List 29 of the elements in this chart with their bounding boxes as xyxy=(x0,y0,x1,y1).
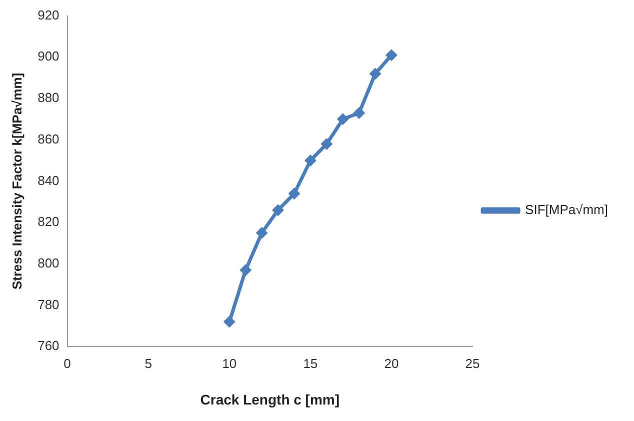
point xyxy=(385,49,398,62)
point xyxy=(336,113,349,126)
y-tick-label: 820 xyxy=(38,214,60,230)
y-tick-label: 900 xyxy=(38,48,60,64)
y-tick-label: 840 xyxy=(38,172,60,188)
point xyxy=(240,264,252,276)
point xyxy=(353,106,366,119)
point xyxy=(320,138,333,150)
y-tick-label: 780 xyxy=(38,296,60,312)
y-tick-label: 920 xyxy=(38,7,60,22)
x-tick-label: 10 xyxy=(222,356,237,371)
point xyxy=(304,154,316,167)
y-tick-label: 760 xyxy=(38,338,60,354)
point xyxy=(272,204,284,216)
point xyxy=(288,188,300,200)
x-tick-label: 0 xyxy=(64,356,71,371)
x-tick-label: 25 xyxy=(465,356,480,371)
x-tick-label: 20 xyxy=(384,356,399,371)
legend-label: SIF[MPa√mm] xyxy=(525,202,608,218)
point xyxy=(369,68,382,80)
x-axis-title: Crack Length c [mm] xyxy=(200,391,340,408)
y-tick-label: 800 xyxy=(38,255,60,270)
x-tick-label: 15 xyxy=(303,356,318,371)
y-axis-title: Stress Intensity Factor k[MPa√mm] xyxy=(9,72,24,290)
point xyxy=(223,316,236,328)
y-tick-label: 880 xyxy=(38,90,60,106)
x-tick-label: 5 xyxy=(144,356,152,371)
point xyxy=(256,226,268,239)
y-tick-label: 860 xyxy=(38,131,60,146)
